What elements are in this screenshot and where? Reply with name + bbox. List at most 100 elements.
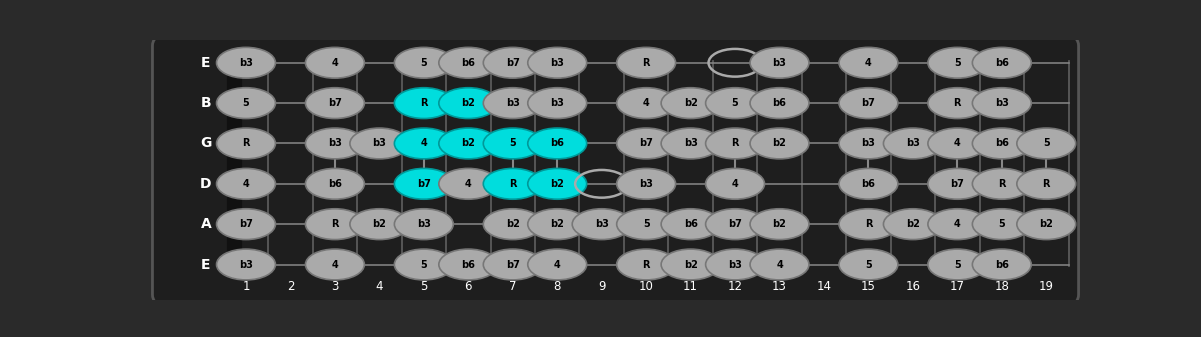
Text: 5: 5: [731, 98, 739, 108]
Text: A: A: [201, 217, 211, 231]
Text: b3: b3: [994, 98, 1009, 108]
Ellipse shape: [394, 128, 453, 159]
Ellipse shape: [394, 48, 453, 78]
Text: E: E: [202, 56, 210, 70]
Ellipse shape: [527, 48, 586, 78]
Ellipse shape: [216, 128, 275, 159]
Text: 5: 5: [865, 259, 872, 270]
Text: 6: 6: [465, 280, 472, 293]
Ellipse shape: [394, 168, 453, 199]
Text: 9: 9: [598, 280, 605, 293]
Ellipse shape: [661, 128, 721, 159]
Text: 5: 5: [420, 259, 428, 270]
Ellipse shape: [706, 209, 765, 240]
Ellipse shape: [305, 209, 364, 240]
Text: R: R: [420, 98, 428, 108]
Text: b7: b7: [728, 219, 742, 229]
Text: 5: 5: [420, 280, 428, 293]
Ellipse shape: [483, 249, 542, 280]
Ellipse shape: [616, 168, 676, 199]
Text: b6: b6: [550, 139, 564, 149]
FancyBboxPatch shape: [153, 37, 1078, 304]
Text: b2: b2: [506, 219, 520, 229]
Ellipse shape: [616, 249, 676, 280]
Text: 4: 4: [331, 58, 339, 68]
Text: 8: 8: [554, 280, 561, 293]
Text: b3: b3: [639, 179, 653, 189]
Text: 4: 4: [331, 259, 339, 270]
Text: 18: 18: [994, 280, 1009, 293]
Ellipse shape: [527, 249, 586, 280]
Text: b6: b6: [861, 179, 876, 189]
Ellipse shape: [706, 249, 765, 280]
Text: b3: b3: [550, 98, 564, 108]
Ellipse shape: [483, 88, 542, 119]
Text: b7: b7: [950, 179, 964, 189]
Text: G: G: [201, 136, 211, 150]
Ellipse shape: [483, 168, 542, 199]
Text: D: D: [201, 177, 211, 191]
Text: b3: b3: [906, 139, 920, 149]
Text: b6: b6: [994, 139, 1009, 149]
Text: b3: b3: [550, 58, 564, 68]
Text: R: R: [643, 259, 650, 270]
Ellipse shape: [928, 88, 987, 119]
Ellipse shape: [884, 209, 943, 240]
Ellipse shape: [706, 168, 765, 199]
Ellipse shape: [394, 88, 453, 119]
Text: b3: b3: [683, 139, 698, 149]
Text: b7: b7: [639, 139, 653, 149]
Text: b6: b6: [461, 58, 476, 68]
Text: 4: 4: [376, 280, 383, 293]
Text: b3: b3: [328, 139, 342, 149]
Text: b2: b2: [461, 98, 476, 108]
Text: 3: 3: [331, 280, 339, 293]
Ellipse shape: [438, 168, 497, 199]
Ellipse shape: [216, 209, 275, 240]
Text: 4: 4: [865, 58, 872, 68]
Text: 4: 4: [776, 259, 783, 270]
Ellipse shape: [751, 48, 809, 78]
Ellipse shape: [928, 209, 987, 240]
Ellipse shape: [839, 209, 898, 240]
Ellipse shape: [438, 249, 497, 280]
Text: 4: 4: [243, 179, 250, 189]
Text: b6: b6: [772, 98, 787, 108]
Ellipse shape: [661, 209, 721, 240]
Text: 14: 14: [817, 280, 831, 293]
Ellipse shape: [928, 128, 987, 159]
Ellipse shape: [438, 128, 497, 159]
Text: 5: 5: [998, 219, 1005, 229]
Ellipse shape: [973, 168, 1032, 199]
Ellipse shape: [706, 128, 765, 159]
Text: b3: b3: [772, 58, 787, 68]
Text: 2: 2: [287, 280, 294, 293]
Text: B: B: [201, 96, 211, 110]
Ellipse shape: [839, 88, 898, 119]
Ellipse shape: [616, 48, 676, 78]
Ellipse shape: [527, 128, 586, 159]
Ellipse shape: [616, 88, 676, 119]
Text: b3: b3: [861, 139, 876, 149]
Ellipse shape: [305, 249, 364, 280]
Ellipse shape: [305, 88, 364, 119]
Text: b2: b2: [461, 139, 476, 149]
Text: R: R: [509, 179, 516, 189]
Ellipse shape: [305, 168, 364, 199]
Ellipse shape: [751, 209, 809, 240]
Text: b3: b3: [239, 58, 253, 68]
Text: b2: b2: [683, 98, 698, 108]
Ellipse shape: [349, 128, 408, 159]
Ellipse shape: [1017, 168, 1076, 199]
Text: R: R: [731, 139, 739, 149]
Text: 4: 4: [554, 259, 561, 270]
Text: 12: 12: [728, 280, 742, 293]
Text: R: R: [643, 58, 650, 68]
Ellipse shape: [839, 48, 898, 78]
Text: b3: b3: [594, 219, 609, 229]
Text: b7: b7: [417, 179, 431, 189]
Text: 4: 4: [420, 139, 428, 149]
Text: b7: b7: [506, 259, 520, 270]
Text: 5: 5: [243, 98, 250, 108]
Ellipse shape: [884, 128, 943, 159]
